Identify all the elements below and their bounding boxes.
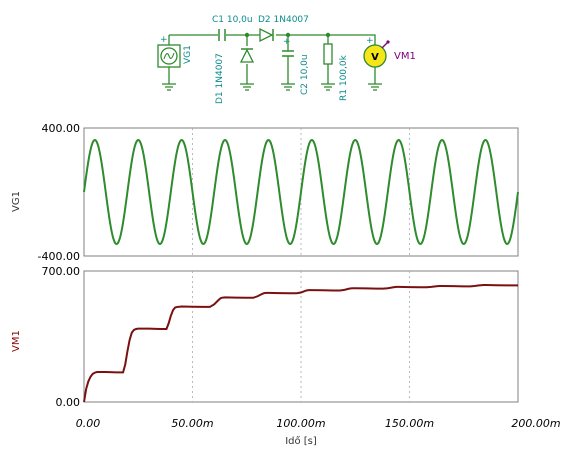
vg1-chart: 400.00 -400.00 VG1	[11, 122, 519, 263]
source-label: VG1	[183, 45, 193, 64]
r1-resistor-symbol[interactable]	[323, 43, 333, 65]
x-axis-label: Idő [s]	[285, 435, 317, 447]
c1-label: C1 10,0u	[212, 15, 253, 25]
d1-diode-symbol[interactable]	[239, 48, 255, 63]
vg1-ytick-min: -400.00	[38, 250, 80, 263]
c2-label: C2 10,0u	[300, 54, 310, 95]
r1-label: R1 100,0k	[339, 54, 349, 101]
vm1-chart: 700.00 0.00 VM1 0.00 50.00m 100.00m 150.…	[11, 265, 561, 447]
vm1-output-voltage-line	[83, 284, 518, 403]
d1-label: D1 1N4007	[215, 53, 225, 104]
d2-label: D2 1N4007	[258, 15, 309, 25]
vg1-axis-label: VG1	[11, 191, 22, 212]
meter-plus-sign: +	[366, 36, 374, 46]
c1-capacitor-symbol[interactable]	[218, 29, 226, 41]
c2-plus-sign: +	[283, 37, 291, 47]
junction-dot	[285, 32, 291, 38]
source-plus-sign: +	[160, 35, 168, 45]
x-tick-label: 150.00m	[385, 417, 434, 430]
vg1-source-symbol[interactable]	[157, 44, 181, 68]
c2-capacitor-symbol[interactable]	[282, 50, 294, 57]
vg1-waveform-line	[83, 138, 519, 246]
vm1-ytick-max: 700.00	[42, 265, 81, 278]
d2-diode-symbol[interactable]	[259, 27, 274, 43]
vm1-axis-label: VM1	[11, 330, 22, 352]
junction-dot	[325, 32, 331, 38]
circuit-schematic: + VG1 C1 10,0u D2 1N4007 D1 1N4007 + C2 …	[157, 15, 416, 104]
voltmeter-symbol-letter: V	[371, 52, 379, 63]
x-tick-label: 100.00m	[276, 417, 325, 430]
vm1-voltmeter-symbol[interactable]	[363, 40, 390, 68]
junction-dot	[244, 32, 250, 38]
vg1-ytick-max: 400.00	[42, 122, 81, 135]
x-tick-label: 200.00m	[511, 417, 560, 430]
wire-output-rail	[276, 34, 376, 45]
x-tick-label: 0.00	[76, 417, 101, 430]
vm1-ytick-min: 0.00	[56, 396, 81, 409]
meter-label: VM1	[394, 51, 416, 62]
x-tick-label: 50.00m	[171, 417, 213, 430]
ground-symbols	[162, 83, 382, 91]
